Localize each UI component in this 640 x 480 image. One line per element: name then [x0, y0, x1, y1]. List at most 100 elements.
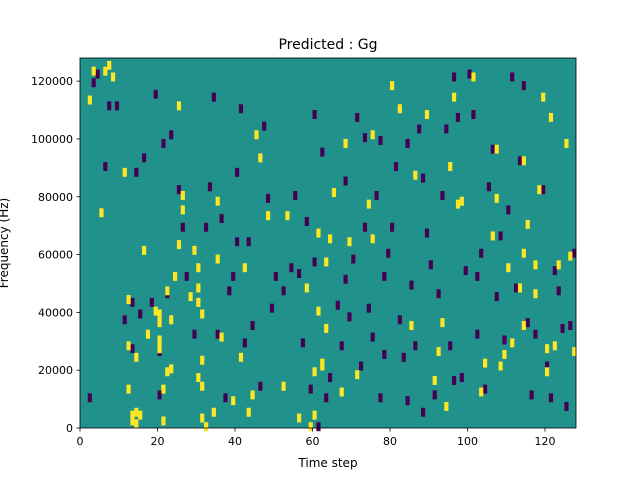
heatmap-cell-high-42 — [200, 381, 205, 391]
heatmap-cell-low-68 — [378, 136, 383, 146]
heatmap-cell-low-28 — [223, 393, 228, 403]
heatmap-cell-high-38 — [196, 297, 201, 307]
heatmap-cell-low-22 — [192, 329, 197, 339]
heatmap-cell-low-31 — [235, 237, 240, 247]
heatmap-cell-high-13 — [134, 407, 139, 417]
heatmap-cell-high-47 — [215, 254, 220, 264]
heatmap-cell-high-35 — [192, 245, 197, 255]
heatmap-cell-low-122 — [568, 321, 573, 331]
heatmap-cell-high-90 — [455, 199, 461, 209]
heatmap-cell-low-87 — [436, 289, 441, 299]
heatmap-cell-high-23 — [161, 416, 166, 426]
heatmap-cell-high-7 — [126, 295, 131, 304]
heatmap-cell-low-42 — [281, 286, 286, 296]
heatmap-cell-low-50 — [312, 110, 317, 119]
heatmap-cell-high-36 — [196, 263, 201, 273]
y-tick-label-6: 120000 — [31, 75, 73, 88]
heatmap-cell-low-94 — [459, 373, 464, 383]
heatmap-cell-high-3 — [103, 66, 108, 76]
heatmap-cell-low-78 — [405, 138, 410, 148]
heatmap-cell-low-74 — [393, 162, 399, 172]
heatmap-cell-low-111 — [521, 81, 526, 91]
heatmap-cell-high-33 — [180, 205, 185, 215]
heatmap-cell-high-105 — [521, 156, 526, 166]
x-tick-label-3: 60 — [306, 435, 320, 448]
x-tick-label-2: 40 — [228, 435, 242, 448]
heatmap-cell-high-118 — [572, 347, 577, 357]
heatmap-cell-low-37 — [258, 381, 263, 391]
heatmap-cell-low-9 — [134, 167, 139, 177]
heatmap-cell-high-39 — [196, 373, 201, 383]
heatmap-cell-low-115 — [541, 185, 546, 195]
heatmap-cell-low-29 — [227, 286, 232, 296]
heatmap-cell-high-82 — [413, 170, 418, 180]
heatmap-cell-high-44 — [204, 422, 209, 432]
heatmap-cell-low-95 — [463, 266, 468, 276]
heatmap-cell-high-61 — [308, 422, 313, 432]
y-tick-label-3: 60000 — [38, 249, 73, 262]
heatmap-cell-low-107 — [506, 205, 511, 215]
heatmap-cell-high-77 — [370, 234, 375, 244]
heatmap-cell-low-61 — [355, 112, 360, 122]
heatmap-cell-low-34 — [242, 338, 247, 348]
heatmap-cell-high-32 — [180, 190, 185, 200]
heatmap-cell-high-101 — [510, 338, 515, 348]
heatmap-cell-low-26 — [215, 329, 220, 339]
heatmap-cell-low-75 — [397, 315, 402, 325]
x-tick-label-6: 120 — [535, 435, 556, 448]
heatmap-cell-low-104 — [494, 292, 499, 302]
heatmap-cell-low-93 — [455, 112, 461, 122]
heatmap-cell-low-4 — [107, 101, 112, 111]
heatmap-cell-low-27 — [219, 214, 224, 224]
heatmap-cell-high-15 — [138, 410, 143, 420]
heatmap-cell-low-105 — [498, 231, 503, 241]
heatmap-cell-low-2 — [95, 69, 100, 79]
heatmap-cell-low-46 — [300, 338, 306, 348]
heatmap-cell-high-98 — [498, 361, 503, 371]
heatmap-cell-low-10 — [138, 309, 143, 319]
heatmap-cell-high-25 — [165, 286, 170, 296]
heatmap-cell-low-53 — [324, 393, 329, 403]
heatmap-cell-high-16 — [142, 245, 147, 255]
heatmap-cell-high-54 — [254, 130, 259, 140]
heatmap-cell-low-51 — [316, 422, 321, 432]
heatmap-cell-low-84 — [424, 228, 430, 238]
heatmap-cell-low-97 — [471, 110, 476, 119]
heatmap-cell-low-23 — [204, 222, 209, 232]
heatmap-cell-low-52 — [320, 147, 325, 157]
heatmap-cell-low-56 — [339, 341, 344, 351]
heatmap-cell-high-86 — [440, 318, 445, 328]
heatmap-cell-low-65 — [366, 303, 371, 313]
heatmap-cell-high-60 — [304, 283, 309, 293]
heatmap-cell-low-118 — [552, 266, 557, 276]
heatmap-cell-low-3 — [103, 162, 108, 172]
heatmap-cell-high-49 — [231, 396, 236, 406]
heatmap-cell-low-108 — [510, 72, 515, 82]
heatmap-cell-high-29 — [173, 271, 178, 281]
heatmap-cell-low-40 — [269, 303, 275, 313]
x-axis-ticks: 0 20 40 60 80 100 120 — [77, 428, 556, 448]
heatmap-cell-low-71 — [382, 271, 387, 281]
heatmap-cell-low-109 — [514, 283, 519, 293]
heatmap-cell-high-11 — [130, 416, 135, 426]
heatmap-cell-low-21 — [184, 271, 189, 281]
x-axis-label: Time step — [297, 456, 357, 470]
heatmap-cell-high-71 — [331, 188, 337, 198]
heatmap-cell-high-87 — [444, 401, 449, 411]
heatmap-cell-high-9 — [126, 384, 131, 394]
heatmap-cell-low-43 — [289, 263, 294, 273]
y-tick-label-2: 40000 — [38, 306, 73, 319]
heatmap-cell-low-54 — [328, 373, 333, 383]
x-tick-label-4: 80 — [383, 435, 397, 448]
heatmap-cell-high-110 — [541, 92, 546, 102]
heatmap-cell-high-115 — [556, 260, 561, 270]
heatmap-cell-high-17 — [145, 329, 151, 339]
heatmap-cell-high-41 — [200, 355, 205, 365]
heatmap-cell-low-20 — [180, 222, 185, 232]
heatmap-cell-high-46 — [215, 196, 220, 206]
heatmap-cell-low-67 — [374, 190, 379, 200]
heatmap-cell-low-16 — [161, 138, 166, 148]
y-axis-ticks: 0 20000 40000 60000 80000 100000 120000 — [31, 75, 80, 435]
heatmap-cell-low-66 — [370, 332, 375, 342]
